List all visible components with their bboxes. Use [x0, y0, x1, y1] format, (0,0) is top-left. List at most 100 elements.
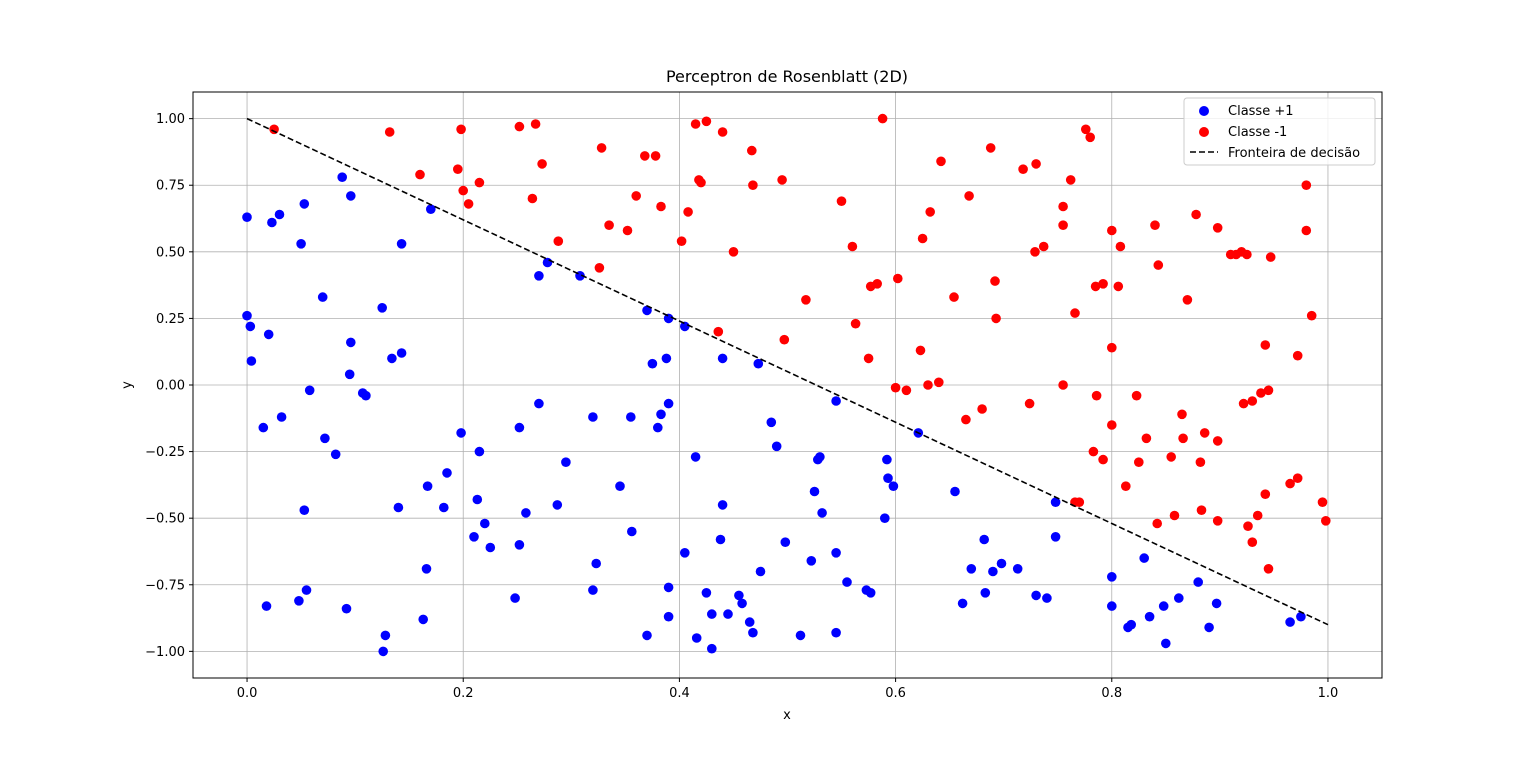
y-tick-label: 1.00: [156, 112, 185, 127]
data-point: [378, 646, 389, 657]
data-point: [1182, 295, 1193, 305]
data-point: [1081, 124, 1091, 135]
data-point: [753, 358, 764, 369]
data-point: [950, 486, 960, 497]
data-point: [246, 356, 257, 366]
data-point: [346, 337, 356, 348]
x-tick-label: 0.2: [453, 686, 474, 701]
data-point: [1158, 601, 1169, 611]
data-point: [242, 212, 252, 222]
data-point: [744, 617, 755, 627]
data-point: [1174, 593, 1184, 603]
data-point: [949, 292, 959, 302]
data-point: [1161, 638, 1171, 649]
data-point: [1074, 497, 1085, 508]
data-point: [242, 310, 252, 321]
data-point: [485, 542, 496, 553]
y-tick-label: 0.25: [156, 312, 185, 327]
data-point: [480, 518, 490, 529]
data-point: [276, 412, 287, 422]
data-point: [377, 303, 388, 313]
data-point: [1260, 340, 1271, 350]
data-point: [1193, 577, 1203, 587]
data-point: [1113, 281, 1124, 292]
data-point: [801, 295, 811, 305]
data-point: [344, 369, 355, 380]
data-point: [514, 422, 525, 433]
data-point: [985, 143, 996, 153]
data-point: [831, 548, 841, 558]
data-point: [1317, 497, 1328, 508]
data-point: [1285, 617, 1295, 627]
data-point: [642, 305, 652, 316]
data-point: [831, 396, 841, 406]
data-point: [453, 164, 463, 174]
data-point: [393, 502, 404, 513]
data-point: [521, 508, 531, 518]
data-point: [1107, 342, 1117, 353]
data-point: [888, 481, 899, 492]
x-axis-label: x: [783, 708, 791, 723]
data-point: [663, 611, 674, 622]
data-point: [1126, 619, 1136, 630]
data-point: [1166, 452, 1176, 462]
data-point: [1247, 537, 1258, 547]
data-point: [872, 279, 882, 289]
data-point: [656, 409, 666, 420]
data-point: [588, 585, 598, 595]
data-point: [680, 548, 690, 558]
data-point: [542, 257, 553, 268]
data-point: [304, 385, 315, 396]
data-point: [463, 199, 474, 209]
data-point: [330, 449, 341, 460]
data-point: [917, 233, 928, 244]
data-point: [1301, 225, 1312, 236]
data-point: [979, 534, 989, 545]
grid: [193, 92, 1382, 678]
data-point: [537, 159, 547, 169]
data-point: [748, 627, 758, 638]
data-point: [622, 225, 633, 236]
data-point: [923, 380, 933, 390]
y-tick-label: −0.75: [145, 578, 185, 593]
data-point: [737, 598, 747, 609]
data-point: [996, 558, 1007, 569]
data-point: [1150, 220, 1160, 230]
data-point: [1018, 164, 1028, 174]
data-point: [320, 433, 330, 444]
data-point: [642, 630, 652, 641]
data-point: [1301, 180, 1312, 190]
legend-marker-classe-pos: [1199, 106, 1209, 116]
data-point: [1199, 428, 1210, 438]
data-point: [863, 353, 874, 364]
data-point: [728, 247, 739, 257]
y-tick-label: −0.50: [145, 512, 185, 527]
data-point: [604, 220, 614, 230]
data-point: [663, 582, 674, 593]
data-point: [1141, 433, 1152, 444]
data-point: [990, 276, 1000, 286]
data-point: [961, 414, 971, 425]
data-point: [1292, 473, 1303, 484]
data-point: [1212, 436, 1223, 446]
data-point: [1212, 516, 1223, 526]
data-point: [653, 422, 663, 433]
data-point: [317, 292, 328, 302]
data-point: [337, 172, 348, 182]
data-point: [988, 566, 998, 577]
data-point: [795, 630, 806, 641]
data-point: [514, 121, 525, 132]
data-point: [341, 603, 352, 614]
data-point: [596, 143, 607, 153]
data-point: [1247, 396, 1258, 406]
y-tick-label: 0.00: [156, 379, 185, 394]
data-point: [1058, 220, 1068, 230]
data-point: [626, 412, 636, 422]
data-point: [1243, 521, 1253, 531]
x-tick-label: 0.8: [1101, 686, 1122, 701]
data-point: [991, 313, 1001, 324]
data-point: [1121, 481, 1131, 492]
data-point: [1296, 611, 1306, 622]
data-point: [456, 428, 466, 438]
data-point: [713, 326, 724, 337]
